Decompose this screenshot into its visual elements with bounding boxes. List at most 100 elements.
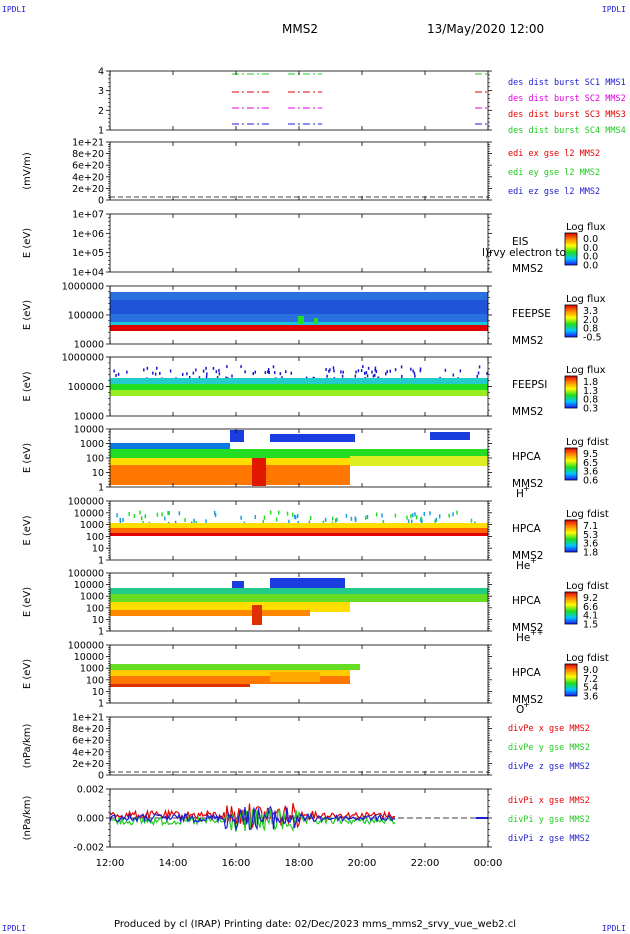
y-tick-label: 10 [92,615,104,626]
x-tick-label: 18:00 [285,858,314,869]
feepsi-speck [195,368,197,372]
y-axis-label: E (eV) [22,371,33,401]
y-tick-label: 100000 [68,311,104,322]
colorbar-tick-label: 0.6 [583,475,598,486]
he1-speck [350,516,353,521]
colorbar-title: Log fdist [566,653,609,664]
colorbar-tick-label: 1.8 [583,547,598,558]
y-axis-label: E (eV) [22,587,33,617]
footer-text: Produced by cl (IRAP) Printing date: 02/… [114,919,516,930]
corner-label-br: IPDLI [601,924,626,933]
y-tick-label: 1000000 [62,353,104,364]
legend-entry: divPe y gse MMS2 [508,743,590,753]
colorbar-tick-label: 3.3 [583,306,598,317]
feepsi-speck [332,366,335,370]
colorbar-tick-label: 0.0 [583,234,598,245]
legend-entry: edi ez gse l2 MMS2 [508,187,600,197]
colorbar [564,375,578,409]
colorbar-tick-label: -0.5 [583,332,602,343]
species-label: O [516,704,524,716]
colorbar [564,519,578,553]
y-tick-label: 100000 [68,382,104,393]
y-tick-label: 10000 [74,652,104,663]
panel-frame [109,141,489,201]
feepsi-speck [384,372,387,376]
feepsi-speck [413,371,416,375]
y-tick-label: 1000 [80,439,104,450]
feepsi-speck [486,371,488,375]
feepsi-speck [452,373,455,377]
y-axis-label: E (eV) [22,659,33,689]
spacecraft-label: MMS2 [512,550,543,562]
corner-label-tl: IPDLI [2,5,27,14]
he1-speck [164,516,166,521]
species-label: H [516,488,524,500]
feepsi-speck [216,376,219,380]
he1-speck [470,518,473,523]
feepsi-speck [374,368,376,372]
feepsi-speck [154,372,157,376]
feepsi-speck [159,371,161,375]
legend-entry: divPe z gse MMS2 [508,762,590,772]
feepsi-speck [400,365,403,369]
feepsi-speck [367,366,370,370]
he1-speck [324,517,327,522]
panel-frame [109,716,489,776]
he1-speck [423,512,426,517]
feepsi-speck [290,371,293,375]
feepsi-speck [419,367,422,371]
feepsi-speck [186,372,188,376]
feepsi-speck [389,369,392,373]
colorbar-tick-label: 3.6 [583,539,598,550]
feepsi-speck [254,370,256,374]
feepsi-speck [143,368,145,372]
y-tick-label: 10 [92,544,104,555]
o-band-red [110,684,250,687]
spacecraft-label: MMS2 [512,263,543,275]
he1-speck [345,513,348,518]
colorbar-tick-label: 1.3 [583,386,598,397]
y-tick-label: 8e+20 [72,149,104,160]
panel-divpe [106,716,492,776]
feepsi-speck [212,366,215,370]
he1-speck [292,512,294,517]
y-axis-label: (nPa/km) [22,796,33,841]
he1-speck [174,520,177,525]
feepsi-speck [206,372,208,376]
instrument-label: HPCA [512,595,542,607]
panel-edi [106,141,492,201]
he1-speck [168,511,170,516]
feepsi-speck [401,374,403,378]
he1-speck [205,519,207,524]
colorbar-title: Log flux [566,222,606,233]
feepsi-speck [281,376,283,380]
he1-speck [456,510,458,515]
o-patch [270,672,320,682]
charge-label: + [530,556,537,565]
feepsi-speck [225,376,227,380]
feepsi-speck [326,374,328,378]
he2-blue-spike [232,581,244,589]
he1-speck [263,515,266,520]
y-tick-label: 1000000 [62,282,104,293]
feepsi-speck [202,369,205,373]
panel-frame [109,70,489,131]
legend-entry: divPi z gse MMS2 [508,834,590,844]
feepsi-speck [192,371,195,375]
charge-label: + [523,484,530,493]
feepsi-speck [362,365,364,369]
feepsi-speck [244,370,246,374]
he1-speck [331,516,334,521]
he1-band-yellow [110,523,488,528]
he1-speck [133,513,136,518]
colorbar-tick-label: 7.1 [583,521,598,532]
feepsi-speck [340,370,342,374]
y-tick-label: 1 [98,627,104,638]
feepsi-speck [146,366,149,370]
hpca-h-yellow-right [350,456,488,466]
colorbar-tick-label: 6.5 [583,458,598,469]
legend-entry: edi ey gse l2 MMS2 [508,168,600,178]
y-tick-label: 1 [98,483,104,494]
feepsi-speck [279,372,282,376]
y-tick-label: 1e+04 [72,268,104,279]
